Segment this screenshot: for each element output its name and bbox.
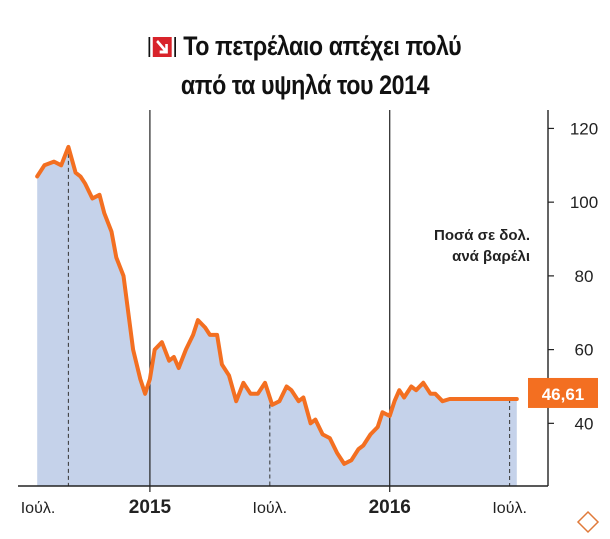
expand-icon (576, 510, 600, 534)
price-line (35, 144, 519, 466)
line-layer (35, 144, 519, 466)
price-area (37, 146, 517, 486)
x-tick-label: Ιούλ. (21, 500, 56, 517)
expand-icon-shape (576, 510, 600, 534)
last-value-badge (528, 377, 598, 408)
y-tick-label: 80 (575, 267, 594, 286)
axes-layer: 40 60 80 100 120 Ιούλ. 2015 Ιούλ. 2016 Ιούλ. (21, 119, 598, 518)
title-line-2: από τα υψηλά του 2014 (180, 70, 430, 100)
unit-label: ανά βαρέλι (452, 248, 530, 265)
title-text-1: Το πετρέλαιο απέχει πολύ (183, 31, 462, 61)
area-layer (37, 146, 517, 486)
y-tick-label: 100 (570, 193, 598, 212)
x-tick-label: Ιούλ. (492, 500, 527, 517)
last-value-label: 46,61 (542, 385, 585, 404)
y-tick-label: 120 (570, 119, 598, 138)
labels-layer: Ποσά σε δολ. ανά βαρέλι 46,61 (434, 227, 600, 534)
chart-title: Το πετρέλαιο απέχει πολύ από τα υψηλά το… (0, 28, 610, 103)
unit-label: Ποσά σε δολ. (434, 227, 530, 244)
x-tick-label: Ιούλ. (253, 500, 288, 517)
title-line-1: Το πετρέλαιο απέχει πολύ (43, 28, 568, 67)
x-tick-label: 2015 (129, 497, 172, 518)
x-tick-label: 2016 (369, 497, 411, 518)
y-tick-label: 60 (575, 341, 594, 360)
y-tick-label: 40 (575, 414, 594, 433)
down-arrow-icon (148, 31, 178, 67)
